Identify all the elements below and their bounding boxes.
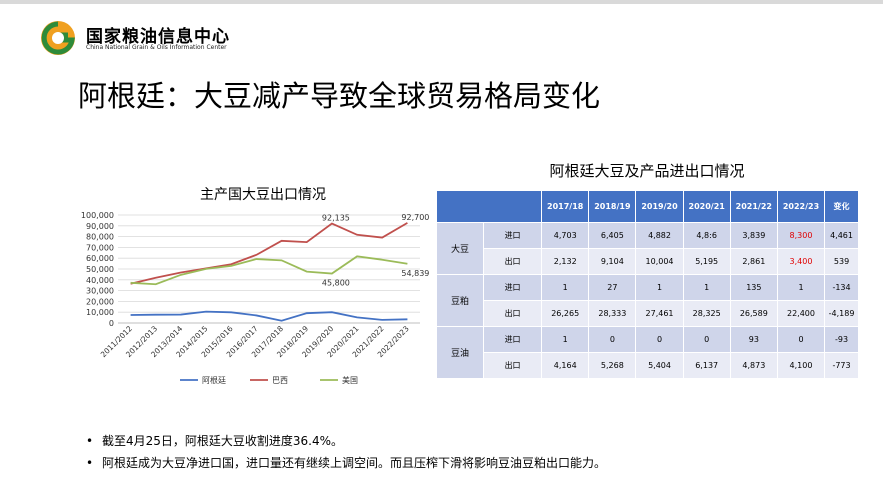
bullet-net-importer: 阿根廷成为大豆净进口国，进口量还有继续上调空间。而且压榨下滑将影响豆油豆粕出口能…	[86, 455, 606, 477]
table-cell: 1	[776, 274, 826, 301]
header-year: 2018/19	[588, 190, 637, 223]
table-cell: 4,703	[541, 222, 590, 249]
header-year: 2022/23	[776, 190, 826, 223]
data-label: 92,700	[401, 213, 429, 222]
table-cell: 4,873	[729, 352, 778, 379]
table-cell: 0	[682, 326, 731, 353]
bullet-harvest-progress: 截至4月25日，阿根廷大豆收割进度36.4%。	[86, 433, 606, 455]
row-type-label: 进口	[482, 222, 543, 249]
series-line-2	[130, 255, 408, 286]
row-type-label: 进口	[482, 274, 543, 301]
change-cell: -773	[824, 352, 859, 379]
table-cell: 93	[729, 326, 778, 353]
row-type-label: 出口	[482, 248, 543, 275]
legend-label: 阿根廷	[202, 375, 226, 385]
table-row: 豆粕 进口 1 27 1 1 135 1 -134	[436, 274, 859, 327]
series-line-1	[130, 222, 408, 285]
top-border	[0, 0, 883, 4]
table-cell: 26,265	[541, 300, 590, 327]
y-tick-label: 80,000	[86, 233, 114, 242]
header-year: 2021/22	[729, 190, 778, 223]
table-cell: 0	[635, 326, 684, 353]
table-cell: 0	[588, 326, 637, 353]
header-year: 2019/20	[635, 190, 684, 223]
y-tick-label: 10,000	[86, 308, 114, 317]
table-row: 大豆 进口 4,703 6,405 4,882 4,8:6 3,839 8,300 4,461	[436, 222, 859, 275]
legend-label: 巴西	[272, 376, 288, 385]
table-title: 阿根廷大豆及产品进出口情况	[549, 162, 745, 180]
logo-text-en: China National Grain & Oils Information …	[86, 44, 227, 51]
table-cell: 3,839	[729, 222, 778, 249]
table-cell: 4,164	[541, 352, 590, 379]
table-cell: 5,195	[682, 248, 731, 275]
table-cell: 0	[776, 326, 826, 353]
table-cell: 5,268	[588, 352, 637, 379]
change-cell: -93	[824, 326, 859, 353]
y-tick-label: 90,000	[86, 222, 114, 231]
row-group-label: 豆粕	[436, 274, 484, 327]
table-cell: 2,132	[541, 248, 590, 275]
data-label: 54,839	[401, 269, 429, 278]
series-line-0	[130, 310, 408, 322]
header-year: 2020/21	[682, 190, 731, 223]
row-group-label: 大豆	[436, 222, 484, 275]
table-cell: 6,137	[682, 352, 731, 379]
chart-title: 主产国大豆出口情况	[200, 187, 326, 203]
header-change: 变化	[824, 190, 859, 223]
table-row: 豆油 进口 1 0 0 0 93 0 -93	[436, 326, 859, 379]
table-header-row: 2017/18 2018/19 2019/20 2020/21 2021/22 2022/…	[435, 190, 859, 223]
y-tick-label: 100,000	[81, 211, 114, 220]
y-tick-label: 20,000	[86, 297, 114, 306]
table-cell: 1	[635, 274, 684, 301]
logo-text-cn: 国家粮油信息中心	[86, 27, 230, 47]
y-tick-label: 70,000	[86, 243, 114, 252]
row-type-label: 出口	[482, 300, 543, 327]
legend-label: 美国	[342, 375, 358, 385]
table-cell: 5,404	[635, 352, 684, 379]
change-cell: 539	[824, 248, 859, 275]
table-cell: 10,004	[635, 248, 684, 275]
data-label: 45,800	[322, 279, 350, 288]
row-type-label: 出口	[482, 352, 543, 379]
table-cell: 3,400	[776, 248, 826, 275]
table-row: 出口 2,132 9,104 10,004 5,195 2,861 3,400 539	[437, 248, 859, 275]
table-cell: 135	[729, 274, 778, 301]
table-cell: 4,882	[635, 222, 684, 249]
table-row: 出口 4,164 5,268 5,404 6,137 4,873 4,100 -773	[437, 352, 859, 379]
change-cell: 4,461	[824, 222, 859, 249]
table-cell: 2,861	[729, 248, 778, 275]
table-cell: 27,461	[635, 300, 684, 327]
table-cell: 22,400	[776, 300, 826, 327]
table-cell: 28,325	[682, 300, 731, 327]
change-cell: -4,189	[824, 300, 859, 327]
header-year: 2017/18	[541, 190, 590, 223]
y-tick-label: 40,000	[86, 276, 114, 285]
y-tick-label: 0	[109, 319, 114, 328]
data-label: 92,135	[322, 213, 350, 222]
table-cell: 6,405	[588, 222, 637, 249]
header-corner	[435, 190, 543, 223]
row-type-label: 进口	[482, 326, 543, 353]
logo-mark-icon	[41, 21, 75, 55]
table-cell: 4,100	[776, 352, 826, 379]
change-cell: -134	[824, 274, 859, 301]
y-tick-label: 60,000	[86, 254, 114, 263]
import-export-table: 2017/18 2018/19 2019/20 2020/21 2021/22 2022/…	[435, 190, 859, 379]
table-cell: 1	[682, 274, 731, 301]
y-tick-label: 50,000	[86, 265, 114, 274]
slide-title: 阿根廷：大豆减产导致全球贸易格局变化	[78, 79, 601, 113]
table-cell: 4,8:6	[682, 222, 731, 249]
table-cell: 26,589	[729, 300, 778, 327]
table-cell: 28,333	[588, 300, 637, 327]
table-cell: 9,104	[588, 248, 637, 275]
table-row: 出口 26,265 28,333 27,461 28,325 26,589 22,400 -4…	[437, 300, 859, 327]
table-cell: 1	[541, 274, 590, 301]
table-cell: 27	[588, 274, 637, 301]
row-group-label: 豆油	[436, 326, 484, 379]
bullet-list: 截至4月25日，阿根廷大豆收割进度36.4%。 阿根廷成为大豆净进口国，进口量还…	[86, 433, 606, 477]
y-tick-label: 30,000	[86, 287, 114, 296]
table-cell: 8,300	[776, 222, 826, 249]
table-cell: 1	[541, 326, 590, 353]
